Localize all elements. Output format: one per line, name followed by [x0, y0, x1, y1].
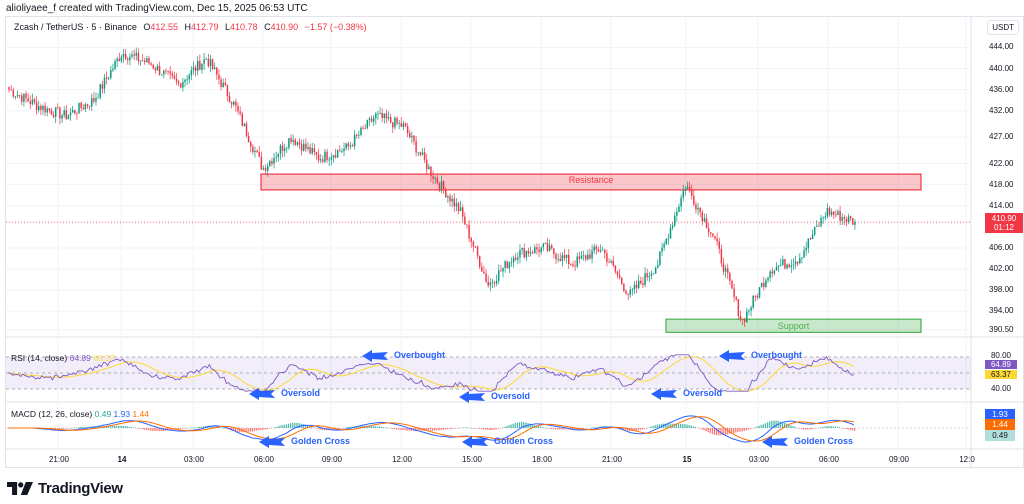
golden-cross-annotation[interactable]: Golden Cross [494, 436, 554, 446]
price-axis-label: 398.00 [989, 285, 1014, 295]
time-axis-label: 06:00 [818, 455, 840, 464]
high-label: H [184, 22, 191, 32]
annotation-arrow-icon [259, 436, 285, 448]
time-axis-label: 14 [117, 455, 127, 464]
macd-line-value: 1.93 [113, 409, 131, 419]
time-axis-label: 12:0 [959, 455, 975, 464]
current-price-tag: 410.90 01:12 [985, 213, 1023, 234]
annotation-arrow-icon [362, 350, 388, 362]
annotation-arrow-icon [762, 436, 788, 448]
price-axis-label: 418.00 [989, 179, 1014, 189]
price-axis-label: 422.00 [989, 158, 1014, 168]
oversold-annotation[interactable]: Oversold [491, 391, 531, 401]
open-value: 412.55 [150, 22, 178, 32]
chart-frame[interactable]: Zcash / TetherUS · 5 · Binance O412.55 H… [5, 16, 1024, 469]
macd-signal-tag: 1.44 [985, 419, 1015, 430]
symbol-legend: Zcash / TetherUS · 5 · Binance O412.55 H… [14, 22, 367, 32]
price-axis-label: 394.00 [989, 306, 1014, 316]
annotation-arrow-icon [462, 436, 488, 448]
price-axis-label: 436.00 [989, 84, 1014, 94]
close-label: C [264, 22, 271, 32]
rsi-ma-value: 63.37 [93, 353, 115, 363]
close-value: 410.90 [270, 22, 299, 32]
price-axis-label: 444.00 [989, 42, 1014, 52]
oversold-annotation[interactable]: Oversold [281, 388, 321, 398]
rsi-level-label: 40.00 [990, 384, 1012, 393]
chart-attribution: alioliyaee_f created with TradingView.co… [6, 3, 308, 14]
time-axis-label: 03:00 [183, 455, 205, 464]
high-value: 412.79 [190, 22, 219, 32]
support-zone-label[interactable]: Support [777, 320, 810, 331]
macd-signal-value: 1.44 [132, 409, 150, 419]
price-chart-canvas[interactable] [6, 17, 1024, 469]
time-axis-label: 09:00 [888, 455, 910, 464]
macd-legend: MACD (12, 26, close) 0.49 1.93 1.44 [11, 409, 149, 419]
rsi-ma-tag: 63.37 [985, 370, 1017, 379]
oversold-annotation[interactable]: Oversold [683, 388, 723, 398]
golden-cross-annotation[interactable]: Golden Cross [794, 436, 854, 446]
overbought-annotation[interactable]: Overbought [394, 350, 445, 360]
overbought-annotation[interactable]: Overbought [751, 350, 802, 360]
open-label: O [143, 22, 151, 32]
rsi-value-tag: 64.89 [985, 360, 1017, 369]
time-axis-label: 21:00 [48, 455, 70, 464]
currency-selector[interactable]: USDT [987, 20, 1019, 35]
tradingview-logo[interactable]: TradingView [7, 480, 123, 497]
rsi-value: 64.89 [69, 353, 91, 363]
time-axis-label: 03:00 [748, 455, 770, 464]
symbol-name[interactable]: Zcash / TetherUS · 5 · Binance [14, 22, 137, 32]
annotation-arrow-icon [651, 388, 677, 400]
price-axis-label: 432.00 [989, 105, 1014, 115]
macd-line-tag: 1.93 [985, 409, 1015, 420]
time-axis-label: 09:00 [321, 455, 343, 464]
annotation-arrow-icon [719, 350, 745, 362]
time-axis-label: 15 [682, 455, 692, 464]
annotation-arrow-icon [459, 391, 485, 403]
price-axis-label: 427.00 [989, 132, 1014, 142]
time-axis-label: 18:00 [531, 455, 553, 464]
rsi-title[interactable]: RSI (14, close) [11, 353, 68, 363]
resistance-zone-label[interactable]: Resistance [568, 174, 614, 185]
price-axis-label: 414.00 [989, 200, 1014, 210]
tradingview-logo-text: TradingView [38, 480, 123, 497]
bar-countdown: 01:12 [993, 223, 1015, 233]
price-axis-label: 406.00 [989, 242, 1014, 252]
macd-hist-tag: 0.49 [985, 430, 1015, 441]
low-label: L [225, 22, 231, 32]
macd-title[interactable]: MACD (12, 26, close) [11, 409, 93, 419]
time-axis-label: 15:00 [461, 455, 483, 464]
price-axis-label: 440.00 [989, 63, 1014, 73]
time-axis-label: 21:00 [601, 455, 623, 464]
rsi-level-label: 80.00 [990, 351, 1012, 360]
low-value: 410.78 [230, 22, 258, 32]
golden-cross-annotation[interactable]: Golden Cross [291, 436, 351, 446]
tradingview-logo-icon [7, 482, 33, 495]
price-axis-label: 402.00 [989, 264, 1014, 274]
price-axis-label: 390.50 [989, 324, 1014, 334]
annotation-arrow-icon [249, 388, 275, 400]
rsi-legend: RSI (14, close) 64.89 63.37 [11, 353, 115, 363]
current-price-value: 410.90 [991, 214, 1017, 224]
time-axis-label: 06:00 [253, 455, 275, 464]
macd-hist-value: 0.49 [94, 409, 112, 419]
time-axis-label: 12:00 [391, 455, 413, 464]
change-value: −1.57 (−0.38%) [304, 22, 367, 32]
